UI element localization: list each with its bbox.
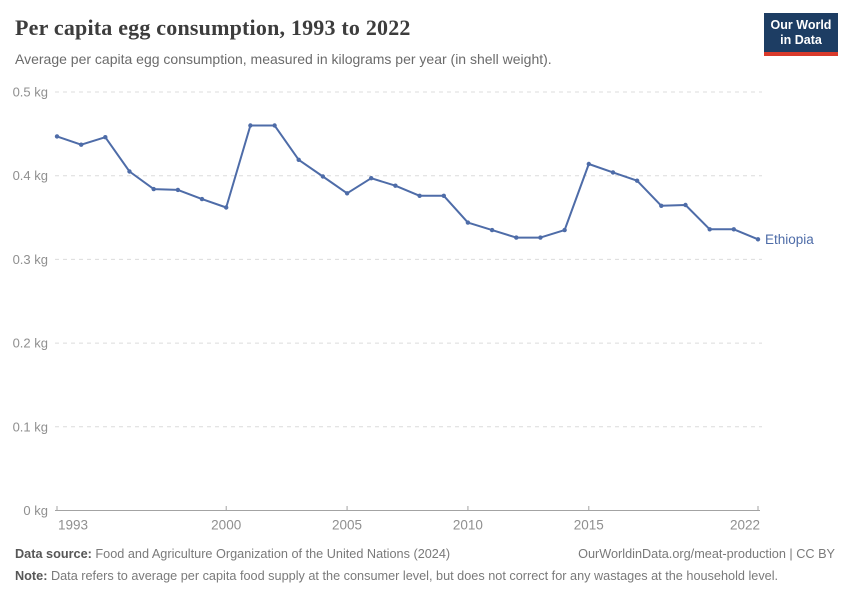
y-axis-tick-label: 0.2 kg xyxy=(13,336,48,351)
data-point xyxy=(562,227,567,233)
y-axis-tick-label: 0 kg xyxy=(23,503,48,518)
data-point xyxy=(320,174,326,179)
data-point xyxy=(659,203,664,208)
data-point xyxy=(175,187,181,193)
data-point xyxy=(393,183,398,188)
data-point xyxy=(224,205,229,210)
data-point xyxy=(417,193,422,198)
data-point xyxy=(586,161,591,167)
data-line-ethiopia xyxy=(56,124,759,241)
x-axis-tick-label: 2015 xyxy=(574,518,604,533)
x-axis-tick-label: 2010 xyxy=(453,518,483,533)
data-point xyxy=(79,142,84,147)
y-axis-tick-label: 0.3 kg xyxy=(13,252,48,267)
x-axis-tick-label: 1993 xyxy=(58,518,88,533)
data-source-text: Food and Agriculture Organization of the… xyxy=(95,547,451,561)
footer-source-row: Data source: Food and Agriculture Organi… xyxy=(15,546,835,562)
page-title: Per capita egg consumption, 1993 to 2022 xyxy=(15,15,411,40)
owid-logo[interactable]: Our World in Data xyxy=(764,13,838,56)
data-point xyxy=(54,134,60,139)
data-point xyxy=(248,123,253,128)
data-point xyxy=(514,235,519,240)
owid-logo-line1: Our World xyxy=(770,18,832,32)
chart-footer: Data source: Food and Agriculture Organi… xyxy=(15,546,835,584)
data-point xyxy=(707,227,712,232)
chart-note: Note: Data refers to average per capita … xyxy=(15,568,835,584)
data-point xyxy=(489,227,495,233)
chart-header: Per capita egg consumption, 1993 to 2022… xyxy=(15,14,750,68)
owid-logo-line2: in Data xyxy=(780,33,822,47)
chart-subtitle: Average per capita egg consumption, meas… xyxy=(15,51,552,67)
data-point xyxy=(127,169,132,174)
data-point xyxy=(441,193,446,198)
x-axis-tick-label: 2000 xyxy=(211,518,241,533)
data-point xyxy=(103,135,108,140)
data-point xyxy=(344,191,350,196)
chart-note-text: Data refers to average per capita food s… xyxy=(50,569,779,583)
data-point xyxy=(151,186,156,192)
owid-url-link[interactable]: OurWorldinData.org/meat-production | CC … xyxy=(578,547,835,561)
data-point xyxy=(538,235,543,240)
data-source-label: Data source: xyxy=(15,547,92,561)
data-point xyxy=(296,157,301,162)
data-point xyxy=(369,176,374,181)
series-label-ethiopia: Ethiopia xyxy=(765,232,814,247)
y-axis-tick-label: 0.5 kg xyxy=(13,85,48,100)
data-point xyxy=(755,237,761,242)
data-point xyxy=(634,178,640,183)
x-axis-tick-label: 2022 xyxy=(730,518,760,533)
y-axis-tick-label: 0.1 kg xyxy=(13,419,48,434)
chart-note-label: Note: xyxy=(15,569,48,583)
data-point xyxy=(199,196,205,202)
data-point xyxy=(465,220,471,225)
x-axis-tick-label: 2005 xyxy=(332,518,362,533)
data-point xyxy=(683,202,688,208)
data-point xyxy=(731,227,736,232)
data-source: Data source: Food and Agriculture Organi… xyxy=(15,546,450,562)
y-axis-tick-label: 0.4 kg xyxy=(13,168,48,183)
data-point xyxy=(610,170,616,175)
data-point xyxy=(272,123,277,128)
